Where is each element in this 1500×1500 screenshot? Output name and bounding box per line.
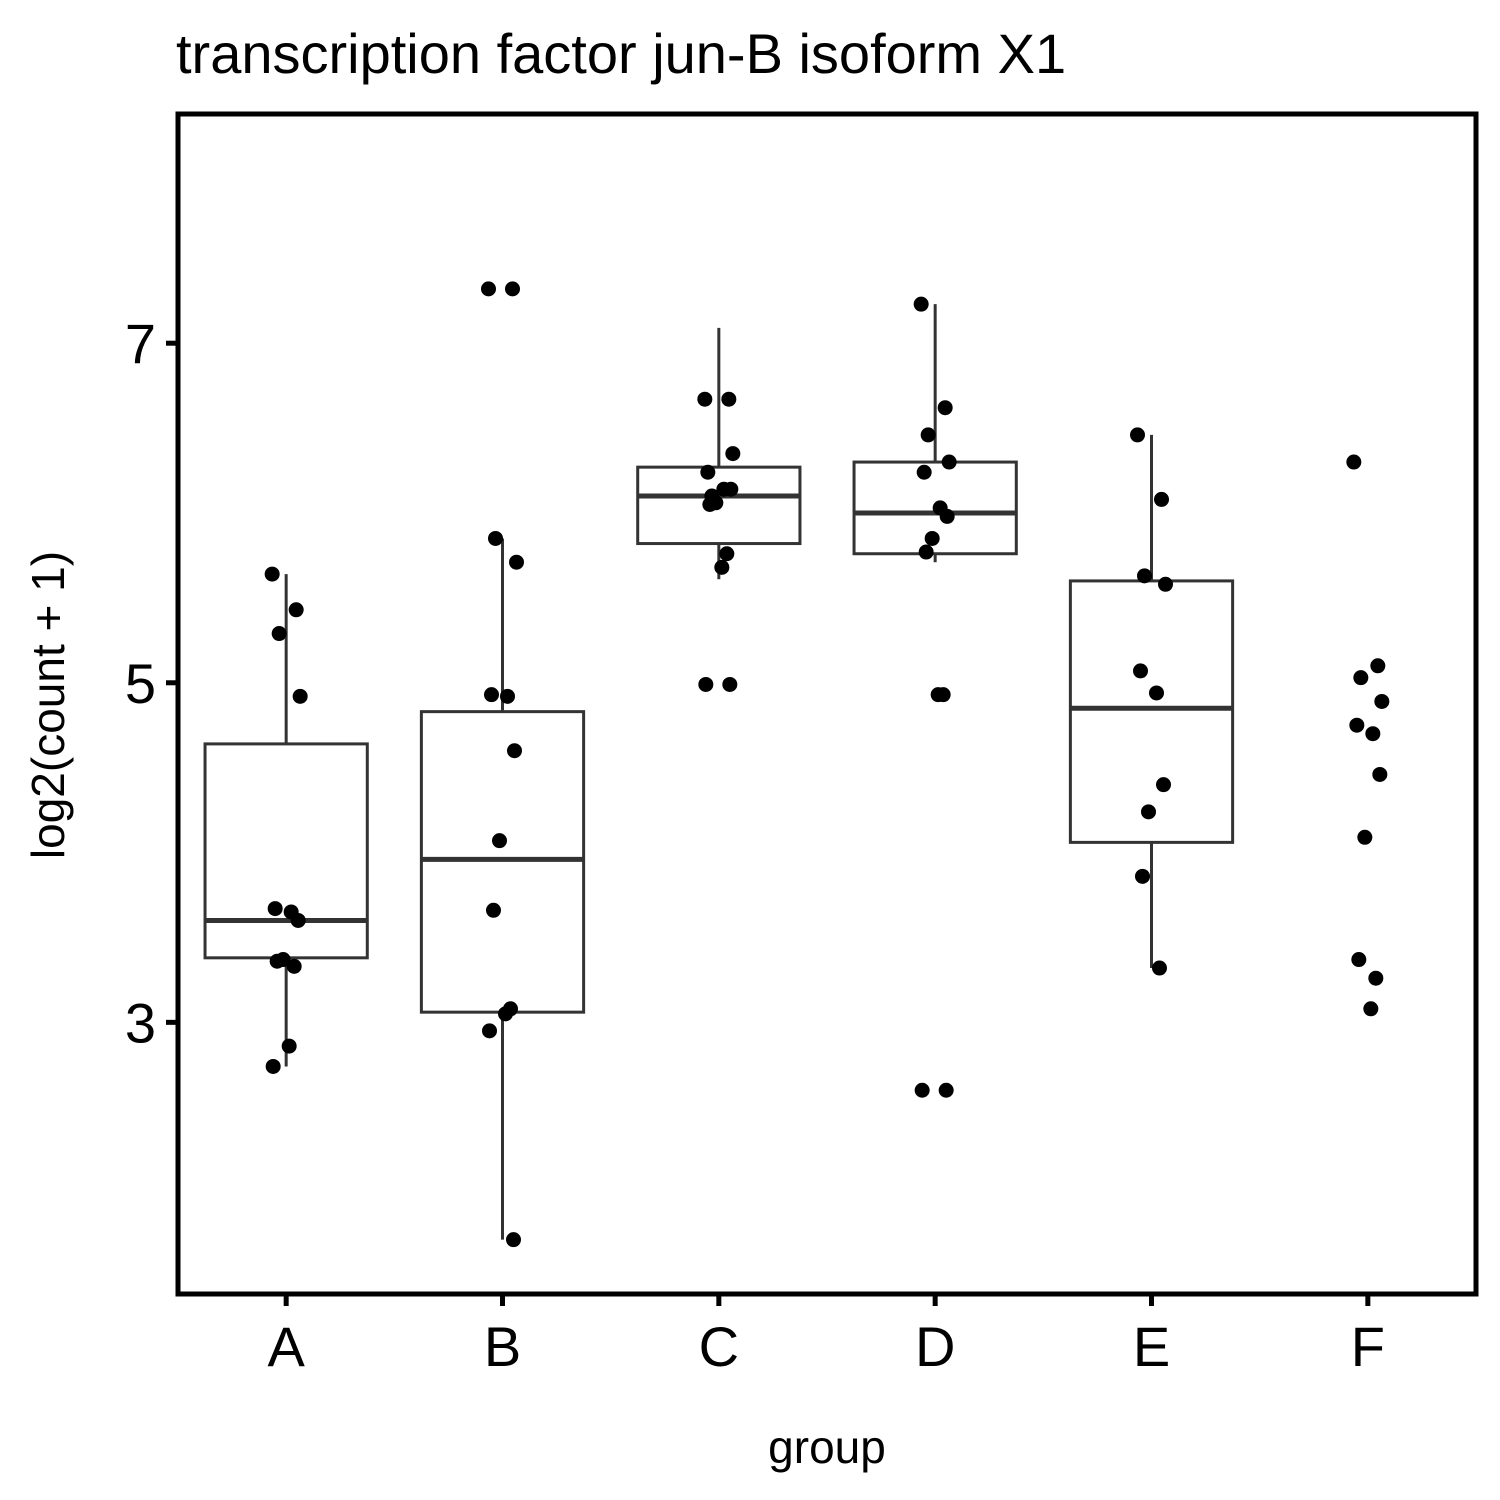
data-point: [1368, 970, 1384, 986]
data-point: [725, 446, 741, 462]
data-point: [265, 1058, 281, 1074]
data-point: [722, 676, 738, 692]
data-point: [1353, 670, 1369, 686]
y-tick-label: 7: [125, 312, 156, 375]
box-E: [1068, 434, 1235, 969]
data-point: [1158, 576, 1173, 592]
data-point: [506, 1232, 521, 1248]
data-point: [1357, 829, 1373, 845]
data-point: [292, 688, 308, 704]
data-point: [1149, 685, 1164, 701]
data-point: [916, 464, 932, 480]
data-point: [1137, 568, 1152, 584]
data-point: [509, 554, 524, 570]
box-C: [636, 327, 802, 580]
data-point: [1152, 960, 1167, 976]
data-point: [1130, 427, 1145, 443]
data-point: [1141, 804, 1156, 820]
data-point: [914, 1082, 930, 1098]
data-point: [1370, 658, 1386, 674]
points-F: [1346, 454, 1390, 1017]
data-point: [269, 953, 285, 969]
data-point: [714, 559, 730, 575]
data-point: [271, 626, 287, 642]
data-point: [721, 391, 737, 407]
points-C: [697, 391, 741, 692]
data-point: [288, 602, 304, 618]
points-A: [264, 566, 308, 1074]
points-D: [913, 296, 957, 1098]
data-point: [700, 464, 716, 480]
data-point: [1135, 868, 1150, 884]
data-point: [941, 454, 957, 470]
data-point: [267, 901, 283, 917]
data-point: [505, 281, 520, 297]
data-point: [1346, 454, 1362, 470]
x-axis-label: group: [768, 1421, 886, 1473]
chart-title: transcription factor jun-B isoform X1: [176, 22, 1066, 85]
data-point: [1133, 663, 1148, 679]
data-point: [1372, 766, 1388, 782]
data-point: [1351, 952, 1367, 968]
data-point: [1154, 491, 1169, 507]
box-body: [203, 742, 369, 960]
plot-area: 3 5 7 A B C D E F: [125, 111, 1479, 1378]
data-point: [286, 958, 302, 974]
data-point: [930, 687, 946, 703]
data-point: [918, 544, 934, 560]
data-point: [500, 688, 515, 704]
data-point: [697, 391, 713, 407]
data-point: [290, 912, 306, 928]
data-point: [1363, 1001, 1379, 1017]
data-point: [698, 676, 714, 692]
data-point: [488, 530, 503, 546]
data-point: [937, 400, 953, 416]
x-tick-label: E: [1133, 1315, 1170, 1378]
data-point: [507, 743, 522, 759]
data-point: [924, 530, 940, 546]
panel-border: [175, 111, 1479, 1297]
box-A: [203, 574, 369, 1067]
data-point: [938, 1082, 954, 1098]
x-tick-label: F: [1351, 1315, 1385, 1378]
x-tick-label: D: [915, 1315, 955, 1378]
box-B: [419, 538, 586, 1240]
x-tick-label: A: [267, 1315, 305, 1378]
box-body: [1068, 579, 1235, 844]
data-point: [481, 281, 496, 297]
data-point: [920, 427, 936, 443]
data-point: [913, 296, 929, 312]
data-point: [723, 481, 739, 497]
data-point: [484, 687, 499, 703]
y-tick-label: 3: [125, 991, 156, 1054]
data-point: [281, 1038, 297, 1054]
data-point: [482, 1023, 497, 1039]
x-tick-label: B: [484, 1315, 521, 1378]
data-point: [498, 1006, 513, 1022]
x-tick-label: C: [699, 1315, 739, 1378]
data-point: [486, 902, 501, 918]
box-body: [419, 710, 586, 1014]
data-point: [1374, 693, 1390, 709]
y-axis-label: log2(count + 1): [22, 551, 74, 859]
points-B: [481, 281, 524, 1248]
data-point: [1365, 726, 1381, 742]
data-point: [702, 497, 718, 513]
points-E: [1130, 427, 1173, 976]
data-point: [719, 546, 735, 562]
data-point: [1349, 717, 1365, 733]
data-point: [492, 833, 507, 849]
data-point: [939, 508, 955, 524]
data-point: [1156, 777, 1171, 793]
data-point: [264, 566, 280, 582]
y-tick-label: 5: [125, 652, 156, 715]
